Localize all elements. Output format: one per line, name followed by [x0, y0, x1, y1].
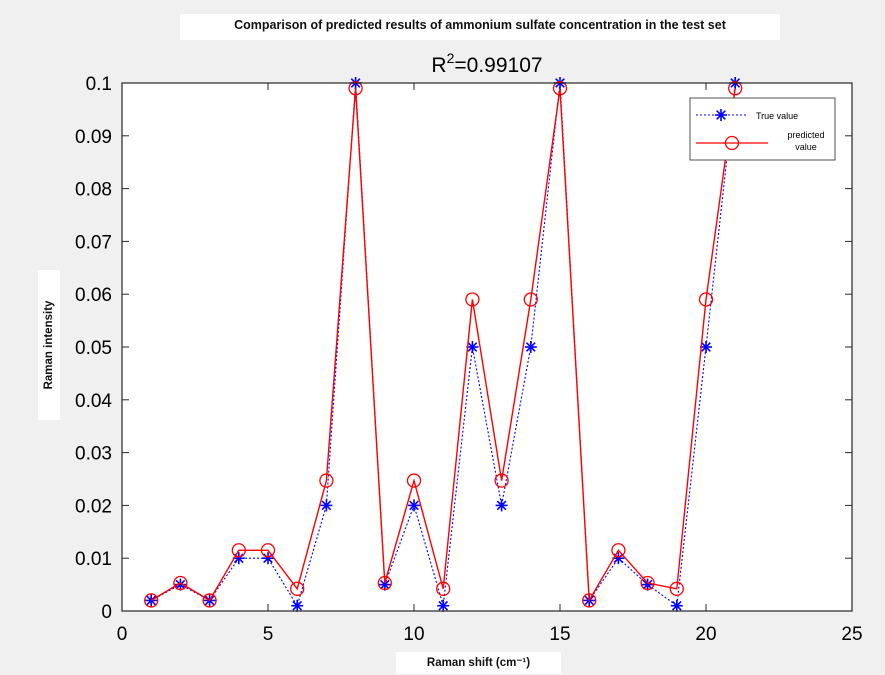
predicted-value-point [173, 575, 188, 591]
y-tick-label: 0.07 [75, 232, 112, 253]
y-tick-label: 0.04 [75, 391, 112, 412]
predicted-value-point [669, 581, 684, 596]
predicted-value-point [436, 581, 451, 596]
chart-subtitle: R2=0.99107 [431, 50, 542, 77]
predicted-value-point [611, 543, 626, 558]
title-band [180, 14, 780, 40]
predicted-value-point [406, 473, 422, 488]
predicted-value-point [698, 292, 714, 307]
predicted-value-point [260, 543, 276, 558]
predicted-value-point [202, 593, 217, 608]
legend-label-true-value: True value [756, 111, 798, 121]
ylabel-band [38, 270, 60, 420]
x-tick-label: 10 [403, 624, 424, 645]
y-tick-label: 0.1 [86, 74, 112, 95]
predicted-value-point [319, 473, 334, 488]
y-tick-label: 0.06 [75, 285, 112, 306]
predicted-value-point [494, 473, 509, 488]
x-tick-label: 25 [841, 624, 862, 645]
predicted-value-point [640, 575, 655, 591]
x-axis-label: Raman shift (cm⁻¹) [426, 657, 531, 669]
true-value-point [670, 599, 683, 612]
series-line-predicted-value [150, 88, 736, 603]
y-tick-label: 0.05 [75, 338, 112, 359]
legend-marker-true-value [715, 109, 727, 121]
true-value-point [641, 578, 654, 591]
axis-tick-labels: 0 5 10 15 20 25 0 0.01 0.02 0.03 0.04 0.05 0.06 0.07 0… [75, 74, 863, 645]
y-tick-label: 0 [101, 602, 112, 623]
predicted-value-point [523, 292, 538, 307]
y-tick-label: 0.03 [75, 444, 112, 465]
y-tick-label: 0.08 [75, 180, 112, 201]
predicted-value-point [290, 581, 305, 596]
predicted-value-point [231, 543, 246, 558]
predicted-value-point [582, 593, 597, 608]
legend-box [689, 97, 836, 161]
true-value-point [524, 341, 537, 353]
true-value-point [437, 599, 450, 612]
axes-background [122, 83, 852, 611]
true-value-point [495, 499, 508, 512]
true-value-point [145, 594, 158, 607]
subtitle-sup: 2 [447, 50, 455, 66]
predicted-value-point [348, 81, 363, 96]
legend-label-predicted-value-line2: value [795, 142, 817, 152]
predicted-value-point [465, 292, 480, 307]
y-tick-label: 0.09 [75, 127, 112, 148]
x-tick-label: 5 [263, 624, 274, 645]
y-axis-label: Raman intensity [43, 300, 55, 390]
predicted-value-point [552, 81, 568, 96]
predicted-value-point [728, 81, 743, 96]
y-tick-label: 0.02 [75, 496, 112, 517]
subtitle-rest: =0.99107 [454, 54, 542, 77]
true-value-point [466, 341, 479, 353]
x-tick-label: 20 [695, 624, 716, 645]
legend-marker-predicted-value [724, 135, 740, 151]
subtitle-base: R [431, 54, 446, 77]
axes-box [121, 82, 853, 612]
y-tick-label: 0.01 [75, 549, 112, 570]
x-tick-label: 0 [117, 624, 128, 645]
predicted-value-point [377, 575, 392, 591]
chart-title: Comparison of predicted results of ammon… [234, 18, 726, 32]
true-value-point [320, 499, 333, 512]
true-value-point [291, 599, 304, 612]
predicted-value-point [144, 593, 159, 608]
xlabel-band [396, 652, 561, 674]
legend-label-predicted-value: predicted [787, 130, 824, 140]
x-tick-label: 15 [549, 624, 570, 645]
true-value-point [262, 552, 274, 565]
legend: True value predicted value [689, 97, 836, 161]
true-value-point [408, 499, 420, 512]
true-value-point [700, 341, 712, 353]
